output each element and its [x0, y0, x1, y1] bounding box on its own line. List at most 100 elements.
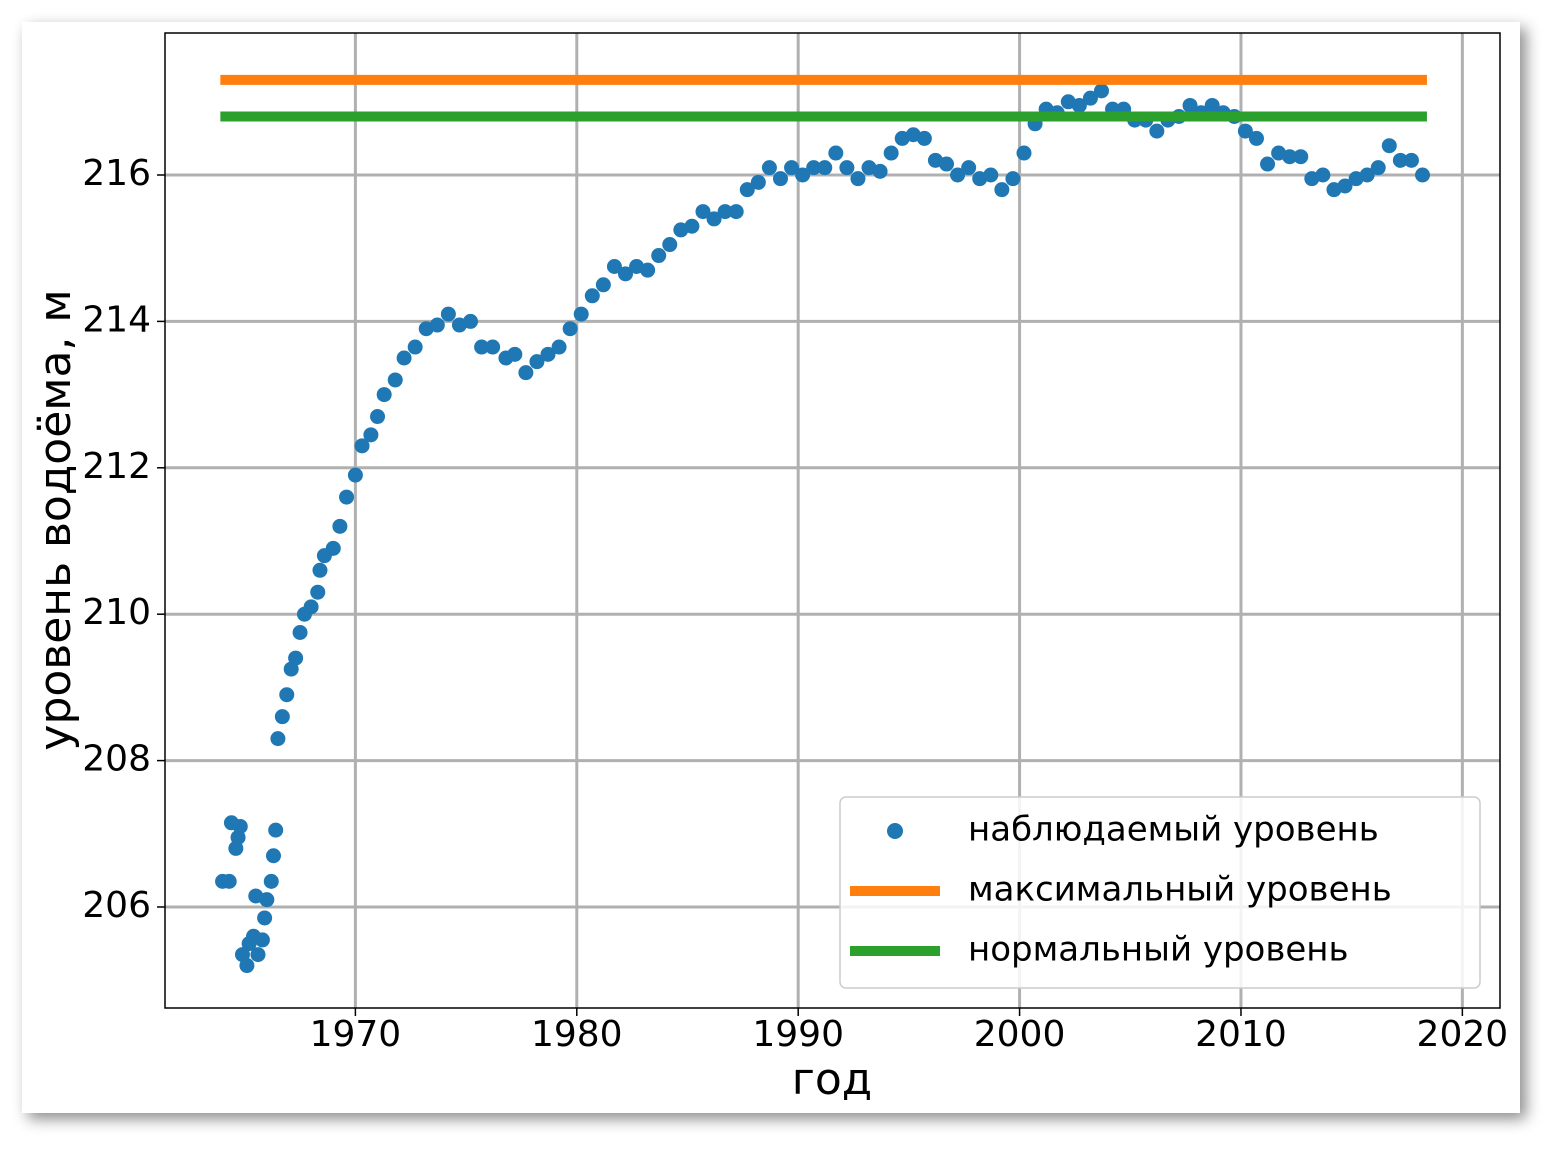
data-point	[292, 624, 308, 640]
data-point	[850, 171, 866, 187]
data-point	[1149, 123, 1165, 139]
y-tick-label: 216	[82, 153, 151, 194]
data-point	[1337, 178, 1353, 194]
data-point	[232, 818, 248, 834]
data-point	[339, 489, 355, 505]
y-tick-label: 208	[82, 739, 151, 780]
data-point	[221, 873, 237, 889]
data-point	[257, 910, 273, 926]
data-point	[961, 160, 977, 176]
x-tick-label: 2010	[1195, 1014, 1287, 1055]
data-point	[474, 339, 490, 355]
data-point	[265, 848, 281, 864]
data-point	[463, 313, 479, 329]
data-point	[1282, 149, 1298, 165]
x-tick-label: 1980	[531, 1014, 623, 1055]
data-point	[994, 182, 1010, 198]
data-point	[1082, 90, 1098, 106]
y-tick-label: 212	[82, 446, 151, 487]
data-point	[332, 518, 348, 534]
x-tick-label: 1990	[752, 1014, 844, 1055]
data-point	[250, 947, 266, 963]
data-point	[640, 262, 656, 278]
data-point	[828, 145, 844, 161]
legend-label: наблюдаемый уровень	[968, 810, 1379, 850]
data-point	[363, 427, 379, 443]
data-point	[485, 339, 501, 355]
data-point	[303, 599, 319, 615]
data-point	[573, 306, 589, 322]
data-point	[1237, 123, 1253, 139]
data-point	[239, 958, 255, 974]
legend-marker	[887, 823, 903, 839]
data-point	[540, 346, 556, 362]
data-point	[1093, 83, 1109, 99]
data-point	[1016, 145, 1032, 161]
data-point	[695, 204, 711, 220]
data-point	[728, 204, 744, 220]
data-point	[254, 932, 270, 948]
data-point	[288, 650, 304, 666]
data-point	[507, 346, 523, 362]
data-point	[263, 873, 279, 889]
x-tick-label: 1970	[310, 1014, 402, 1055]
data-point	[1005, 171, 1021, 187]
data-point	[617, 266, 633, 282]
data-point	[595, 277, 611, 293]
data-point	[1392, 152, 1408, 168]
data-point	[584, 288, 600, 304]
data-point	[717, 204, 733, 220]
data-point	[817, 160, 833, 176]
data-point	[784, 160, 800, 176]
data-point	[310, 584, 326, 600]
data-point	[772, 171, 788, 187]
data-point	[387, 372, 403, 388]
data-point	[354, 438, 370, 454]
data-point	[529, 354, 545, 370]
data-point	[950, 167, 966, 183]
data-point	[1248, 130, 1264, 146]
y-tick-label: 210	[82, 592, 151, 633]
data-point	[312, 562, 328, 578]
data-point	[883, 145, 899, 161]
data-point	[1315, 167, 1331, 183]
data-point	[1260, 156, 1276, 172]
data-point	[259, 892, 275, 908]
data-point	[407, 339, 423, 355]
data-point	[440, 306, 456, 322]
data-point	[1381, 138, 1397, 154]
x-tick-label: 2000	[974, 1014, 1066, 1055]
data-point	[429, 317, 445, 333]
data-point	[396, 350, 412, 366]
data-point	[274, 709, 290, 725]
data-point	[839, 160, 855, 176]
data-point	[872, 163, 888, 179]
y-axis-label: уровень водоёма, м	[30, 289, 81, 750]
data-point	[1403, 152, 1419, 168]
data-point	[606, 259, 622, 275]
data-point	[279, 687, 295, 703]
data-point	[739, 182, 755, 198]
data-point	[1182, 97, 1198, 113]
data-point	[806, 160, 822, 176]
legend-label: нормальный уровень	[968, 930, 1349, 970]
data-point	[916, 130, 932, 146]
data-point	[662, 237, 678, 253]
data-point	[268, 822, 284, 838]
data-point	[325, 540, 341, 556]
data-point	[1204, 97, 1220, 113]
data-point	[1359, 167, 1375, 183]
plot-frame	[164, 32, 1501, 1009]
data-point	[1370, 160, 1386, 176]
legend-label: максимальный уровень	[968, 870, 1392, 910]
data-point	[370, 409, 386, 425]
data-point	[1071, 97, 1087, 113]
data-point	[983, 167, 999, 183]
data-point	[651, 248, 667, 264]
data-point	[376, 387, 392, 403]
data-point	[761, 160, 777, 176]
data-point	[347, 467, 363, 483]
y-tick-label: 206	[82, 885, 151, 926]
data-point	[562, 321, 578, 337]
